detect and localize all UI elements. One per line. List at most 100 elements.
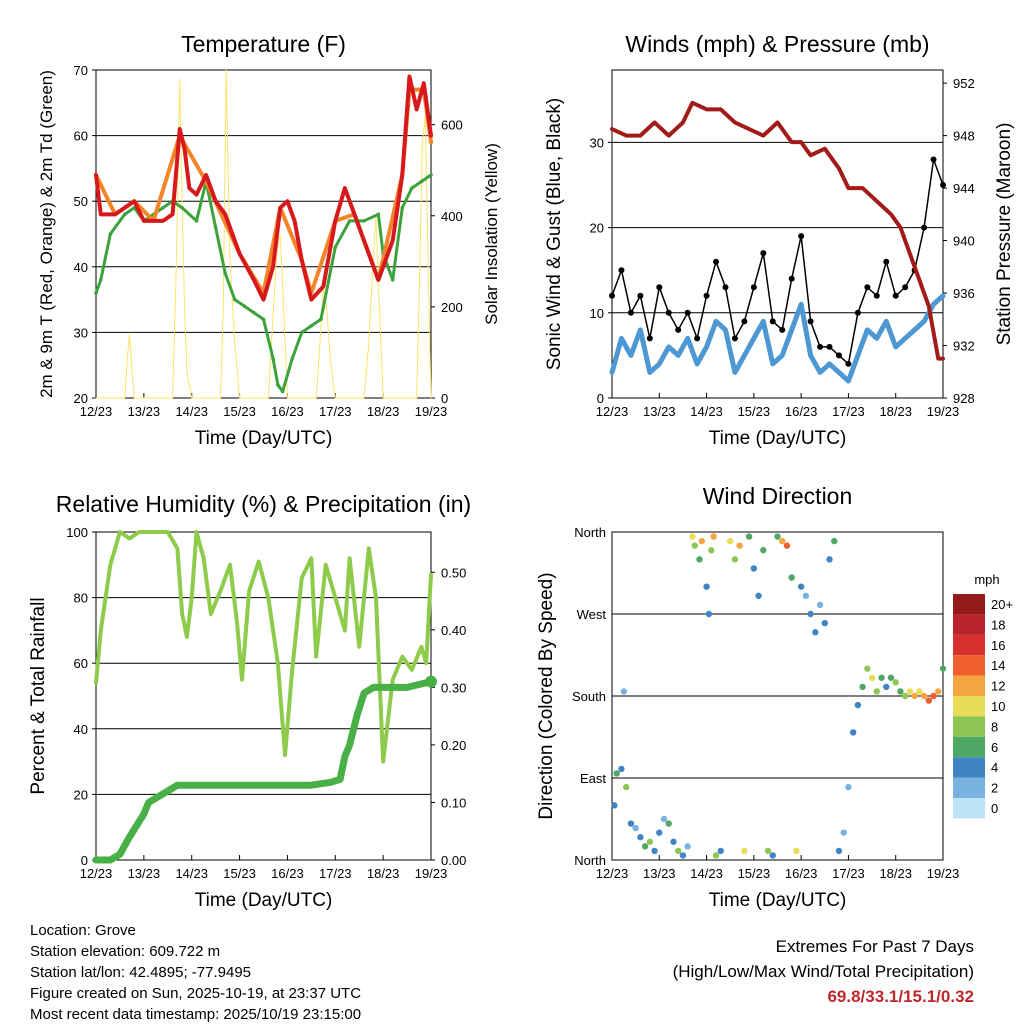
gust-line-point — [921, 224, 928, 231]
direction-point — [727, 537, 734, 545]
x-tick-label: 16/23 — [271, 866, 304, 881]
direction-point — [887, 674, 895, 681]
extremes-box: Extremes For Past 7 Days (High/Low/Max W… — [673, 934, 974, 1009]
y-tick-label: 0 — [81, 853, 88, 868]
y-tick-label: South — [572, 689, 606, 704]
gust-line-point — [826, 343, 833, 350]
dewpoint-line-point — [333, 245, 338, 249]
x-tick-label: 14/23 — [175, 866, 208, 881]
direction-point — [916, 688, 923, 695]
direction-point — [831, 537, 838, 545]
gust-line-point — [940, 182, 946, 189]
dewpoint-line-point — [94, 291, 98, 295]
x-tick-label: 15/23 — [738, 404, 771, 419]
gust-line-point — [902, 284, 909, 291]
y2-axis-label: Station Pressure (Maroon) — [994, 123, 1015, 346]
y2-tick-label: 0.00 — [441, 853, 466, 868]
direction-point — [807, 610, 814, 618]
dewpoint-line-point — [242, 304, 247, 308]
direction-point — [656, 829, 663, 836]
y-tick-label: 20 — [74, 391, 88, 406]
dewpoint-line-point — [410, 186, 414, 190]
dewpoint-line-point — [376, 212, 381, 217]
direction-point — [779, 537, 786, 545]
y2-tick-label: 0.50 — [441, 565, 466, 580]
y2-tick-label: 600 — [441, 118, 463, 133]
y2-tick-label: 944 — [953, 181, 975, 196]
gust-line-point — [835, 352, 842, 359]
direction-point — [712, 852, 720, 859]
solar-insolation-line — [95, 69, 432, 399]
direction-point — [901, 692, 909, 700]
colorbar-swatch — [953, 716, 985, 737]
y-tick-label: 40 — [74, 260, 88, 275]
x-tick-label: 15/23 — [738, 866, 771, 881]
gust-line-point — [750, 284, 757, 291]
colorbar-swatch — [953, 634, 985, 656]
dewpoint-line-point — [180, 205, 184, 210]
gust-line-point — [627, 309, 634, 316]
gust-line-point — [684, 309, 691, 316]
gust-line-point — [637, 292, 644, 299]
direction-point — [705, 610, 713, 618]
chart-title: Winds (mph) & Pressure (mb) — [625, 31, 929, 57]
wind-direction-chart: Wind Direction 12/23 13/23 14/23 15/23 16/23 1… — [536, 483, 1013, 911]
colorbar-swatch — [953, 777, 985, 798]
gust-line-point — [656, 284, 663, 291]
colorbar-label: 18 — [991, 617, 1005, 632]
direction-point — [930, 692, 937, 700]
x-tick-label: 15/23 — [223, 404, 256, 419]
direction-point — [708, 547, 715, 554]
gust-line-point — [665, 309, 672, 316]
dewpoint-line-point — [362, 219, 366, 223]
colorbar-label: 0 — [991, 801, 998, 816]
direction-point — [627, 820, 635, 827]
colorbar-swatch — [953, 757, 985, 778]
direction-point — [920, 692, 928, 700]
gust-line-point — [930, 156, 937, 163]
direction-point — [826, 556, 833, 563]
humidity-precip-chart: Relative Humidity (%) & Precipitation (i… — [28, 491, 471, 911]
direction-point — [670, 838, 677, 845]
latlon-text: Station lat/lon: 42.4895; -77.9495 — [30, 964, 252, 981]
y-tick-label: 20 — [74, 787, 88, 802]
x-tick-label: 13/23 — [128, 404, 161, 419]
y-tick-label: 70 — [74, 63, 88, 78]
direction-point — [793, 847, 800, 855]
direction-point — [750, 565, 758, 572]
x-tick-label: 14/23 — [690, 866, 723, 881]
direction-point — [684, 843, 691, 850]
y-tick-label: 40 — [74, 722, 88, 737]
y-tick-label: 20 — [590, 221, 604, 236]
gust-line-point — [807, 318, 814, 325]
direction-point — [741, 847, 748, 855]
colorbar-swatch — [953, 736, 985, 758]
direction-point — [679, 852, 687, 859]
colorbar-label: 20+ — [991, 597, 1013, 612]
colorbar-label: 6 — [991, 740, 998, 755]
colorbar-swatch — [953, 675, 985, 696]
dewpoint-line-point — [429, 173, 433, 177]
x-tick-label: 13/23 — [128, 866, 161, 881]
gust-line-point — [760, 250, 767, 257]
gust-line-point — [713, 258, 720, 265]
direction-point — [710, 533, 717, 540]
y-tick-label: 60 — [74, 129, 88, 144]
direction-point — [622, 783, 630, 791]
direction-point — [854, 701, 862, 709]
direction-point — [788, 574, 795, 581]
y-axis-label: Direction (Colored By Speed) — [536, 572, 557, 819]
gust-line-point — [722, 284, 729, 291]
gust-line-point — [741, 318, 748, 325]
x-tick-label: 18/23 — [367, 404, 400, 419]
gust-line-point — [646, 335, 653, 342]
dewpoint-line-point — [400, 205, 405, 210]
direction-point — [755, 592, 762, 599]
direction-point — [906, 688, 914, 695]
gust-line-point — [864, 284, 871, 291]
y2-tick-label: 0.30 — [441, 680, 466, 695]
x-tick-label: 17/23 — [319, 404, 352, 419]
pressure-line — [610, 100, 945, 361]
x-tick-label: 12/23 — [80, 404, 113, 419]
colorbar-label: 12 — [991, 679, 1005, 694]
